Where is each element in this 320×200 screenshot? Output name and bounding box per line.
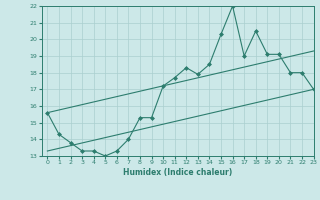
X-axis label: Humidex (Indice chaleur): Humidex (Indice chaleur) xyxy=(123,168,232,177)
